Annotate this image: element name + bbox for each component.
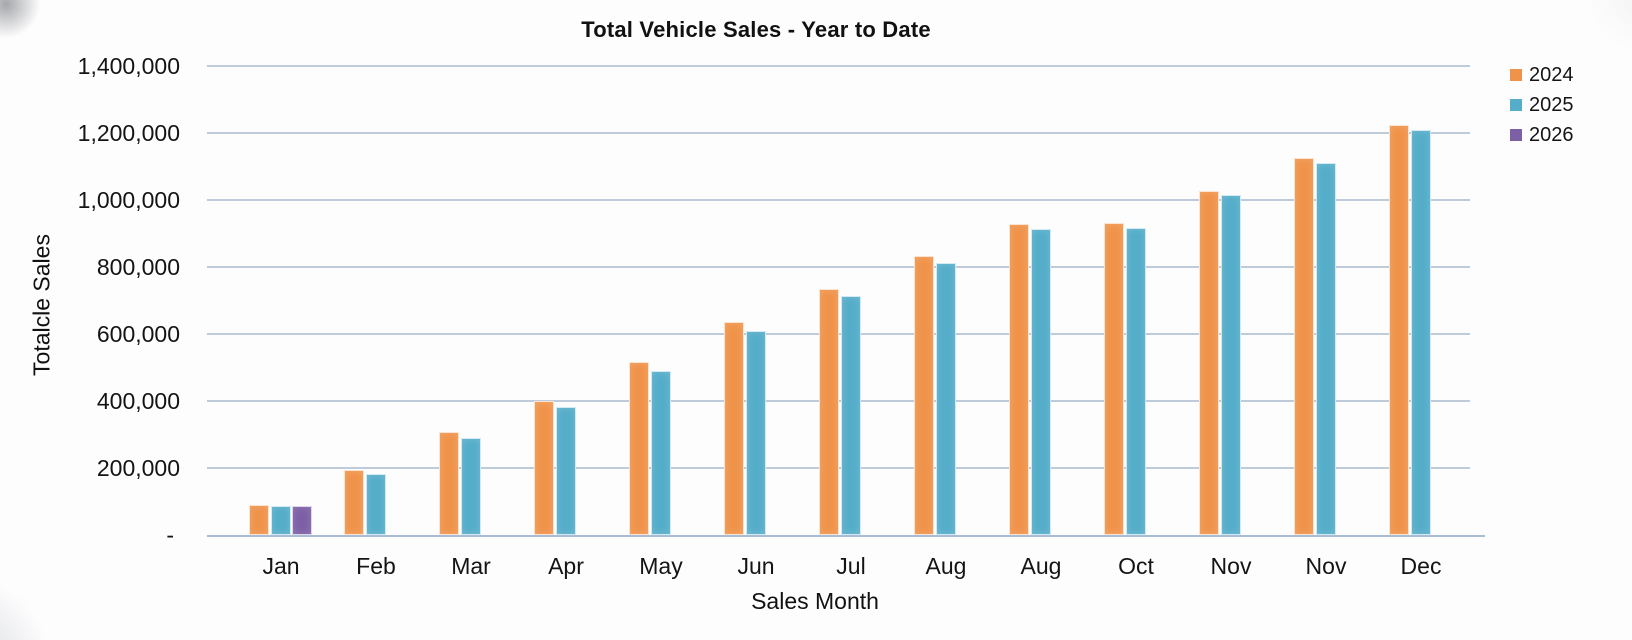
bar-2026-jan-0 xyxy=(292,505,312,535)
legend-label-2026: 2026 xyxy=(1529,123,1574,146)
bar-2024-feb-1 xyxy=(344,469,364,535)
x-tick-label: Jun xyxy=(737,553,775,579)
x-tick-label: May xyxy=(639,553,683,579)
bar-2024-jun-5 xyxy=(724,321,744,535)
y-tick-label: 400,000 xyxy=(96,388,180,414)
x-tick-label: Nov xyxy=(1210,553,1252,579)
bar-2025-nov-11 xyxy=(1316,163,1336,535)
legend: 2024 2025 2026 xyxy=(1510,60,1574,150)
bar-2025-mar-2 xyxy=(461,437,481,535)
gridline xyxy=(207,65,1470,67)
bar-2024-may-4 xyxy=(629,362,649,535)
bar-2024-jul-6 xyxy=(819,289,839,535)
legend-label-2025: 2025 xyxy=(1529,93,1574,116)
bar-2025-dec-12 xyxy=(1411,129,1431,535)
x-tick-label: Nov xyxy=(1305,553,1347,579)
bar-2024-aug-7 xyxy=(914,255,934,535)
x-tick-label: Dec xyxy=(1400,553,1442,579)
y-tick-label: 1,000,000 xyxy=(77,187,180,213)
gridline xyxy=(207,266,1470,268)
bar-2024-oct-9 xyxy=(1104,223,1124,535)
legend-swatch-2025 xyxy=(1510,99,1522,111)
bar-2024-nov-11 xyxy=(1294,158,1314,535)
bar-2024-apr-3 xyxy=(534,401,554,535)
bar-2025-jul-6 xyxy=(841,296,861,535)
bar-2024-dec-12 xyxy=(1389,125,1409,535)
bar-2025-jun-5 xyxy=(746,330,766,535)
bar-2024-mar-2 xyxy=(439,432,459,535)
bar-2024-nov-10 xyxy=(1199,190,1219,535)
x-tick-label: Aug xyxy=(925,553,967,579)
y-tick-label: - xyxy=(166,522,174,548)
x-tick-label: Feb xyxy=(356,553,396,579)
bar-2025-aug-8 xyxy=(1031,229,1051,535)
x-tick-label: Mar xyxy=(451,553,491,579)
x-tick-label: Oct xyxy=(1118,553,1154,579)
x-axis-title: Sales Month xyxy=(751,588,879,614)
bar-2024-aug-8 xyxy=(1009,224,1029,535)
bar-2024-jan-0 xyxy=(249,504,269,535)
legend-item-2024: 2024 xyxy=(1510,60,1574,90)
x-tick-label: Aug xyxy=(1020,553,1062,579)
x-axis-line xyxy=(207,535,1485,537)
y-tick-label: 600,000 xyxy=(96,321,180,347)
gridline xyxy=(207,132,1470,134)
chart-title: Total Vehicle Sales - Year to Date xyxy=(581,17,931,42)
bar-2025-aug-7 xyxy=(936,262,956,535)
x-tick-label: Apr xyxy=(548,553,584,579)
legend-item-2025: 2025 xyxy=(1510,90,1574,120)
y-tick-label: 800,000 xyxy=(96,254,180,280)
bar-2025-oct-9 xyxy=(1126,228,1146,535)
legend-swatch-2024 xyxy=(1510,69,1522,81)
gridline xyxy=(207,199,1470,201)
bar-2025-jan-0 xyxy=(271,505,291,535)
legend-label-2024: 2024 xyxy=(1529,63,1574,86)
y-tick-label: 200,000 xyxy=(96,455,180,481)
y-tick-label: 1,400,000 xyxy=(77,53,180,79)
legend-item-2026: 2026 xyxy=(1510,120,1574,150)
x-tick-label: Jan xyxy=(262,553,300,579)
x-tick-label: Jul xyxy=(836,553,866,579)
bar-2025-nov-10 xyxy=(1221,194,1241,535)
bar-2025-feb-1 xyxy=(366,474,386,535)
bar-2025-apr-3 xyxy=(556,407,576,535)
y-tick-label: 1,200,000 xyxy=(77,120,180,146)
bar-2025-may-4 xyxy=(651,371,671,535)
legend-swatch-2026 xyxy=(1510,129,1522,141)
